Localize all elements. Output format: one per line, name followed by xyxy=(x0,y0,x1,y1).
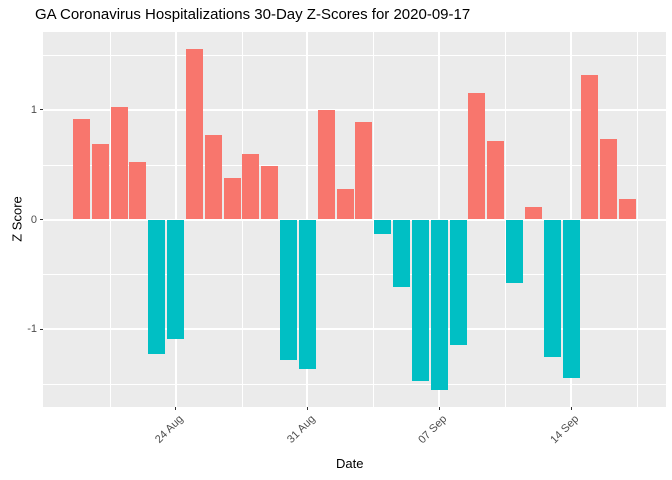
bar-positive xyxy=(223,177,241,220)
gridline-minor xyxy=(637,32,638,407)
gridline-minor xyxy=(43,274,666,276)
y-tick-mark xyxy=(40,328,43,330)
x-tick-label: 14 Sep xyxy=(548,413,582,447)
bar-negative xyxy=(449,219,467,345)
x-tick-mark xyxy=(175,407,177,410)
gridline-minor xyxy=(43,384,666,386)
bar-negative xyxy=(280,219,298,361)
y-tick-mark xyxy=(40,109,43,111)
x-axis-title: Date xyxy=(336,456,364,471)
x-tick-label: 24 Aug xyxy=(153,413,187,446)
bar-positive xyxy=(261,165,279,220)
bar-positive xyxy=(317,109,335,220)
y-tick-label: 1 xyxy=(30,103,37,116)
chart-title: GA Coronavirus Hospitalizations 30-Day Z… xyxy=(35,6,471,23)
bar-positive xyxy=(524,207,542,220)
bar-negative xyxy=(506,219,524,284)
y-tick-label: 0 xyxy=(30,213,37,226)
bar-positive xyxy=(336,188,354,220)
bar-positive xyxy=(581,75,599,220)
gridline-major xyxy=(43,328,666,331)
y-tick-mark xyxy=(40,219,43,220)
gridline-minor xyxy=(505,32,507,407)
bar-positive xyxy=(204,134,222,220)
gridline-major xyxy=(43,108,666,111)
bar-negative xyxy=(167,219,185,340)
bar-positive xyxy=(355,121,373,220)
bar-positive xyxy=(619,198,637,220)
bar-positive xyxy=(487,141,505,220)
bar-positive xyxy=(110,107,128,220)
bar-negative xyxy=(562,219,580,378)
bar-positive xyxy=(600,139,618,220)
bar-negative xyxy=(374,219,392,234)
gridline-minor xyxy=(43,164,666,166)
y-tick-label: -1 xyxy=(27,323,37,336)
x-tick-mark xyxy=(570,407,572,410)
bar-positive xyxy=(91,143,109,220)
bar-negative xyxy=(411,219,429,382)
bar-positive xyxy=(242,153,260,220)
bar-negative xyxy=(543,219,561,357)
x-tick-label: 07 Sep xyxy=(416,413,450,447)
bar-negative xyxy=(393,219,411,287)
gridline-minor xyxy=(43,54,666,56)
bar-negative xyxy=(148,219,166,354)
bar-positive xyxy=(185,49,203,220)
y-axis-title: Z Score xyxy=(9,196,25,242)
bar-positive xyxy=(468,93,486,220)
bar-negative xyxy=(430,219,448,390)
gridline-minor xyxy=(373,32,375,407)
plot-panel xyxy=(43,32,666,407)
bar-positive xyxy=(72,119,90,220)
x-tick-mark xyxy=(438,407,440,410)
bar-negative xyxy=(298,219,316,370)
bar-positive xyxy=(129,162,147,220)
x-tick-mark xyxy=(306,407,308,410)
gridline-minor xyxy=(109,32,111,407)
gridline-minor xyxy=(241,32,243,407)
x-tick-label: 31 Aug xyxy=(285,413,318,446)
gridline-major xyxy=(43,218,666,221)
